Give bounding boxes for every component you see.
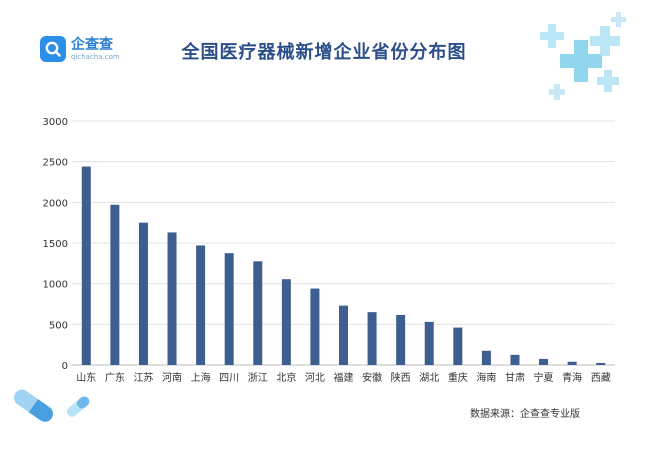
bar: [310, 288, 320, 365]
x-tick-label: 河北: [305, 372, 325, 384]
bar: [81, 166, 91, 365]
bar: [539, 358, 549, 365]
bar: [253, 261, 263, 365]
y-tick-label: 1500: [43, 239, 68, 250]
x-tick-label: 海南: [476, 371, 496, 384]
bar: [367, 312, 377, 365]
bar: [110, 204, 120, 365]
x-tick-label: 重庆: [448, 371, 468, 384]
x-tick-label: 甘肃: [505, 371, 525, 384]
bar: [196, 245, 206, 365]
y-tick-label: 2500: [43, 158, 68, 169]
bar: [453, 327, 463, 365]
bar: [138, 222, 148, 365]
brand-domain: qichacha.com: [71, 53, 120, 61]
bar: [339, 305, 348, 365]
bar: [167, 232, 177, 365]
y-tick-label: 0: [62, 361, 68, 372]
x-tick-label: 北京: [276, 371, 296, 384]
qichacha-logo-icon: [40, 36, 66, 62]
bar: [567, 361, 577, 365]
x-tick-label: 广东: [105, 371, 125, 384]
x-tick-label: 四川: [219, 373, 239, 384]
x-tick-label: 湖北: [419, 372, 439, 384]
brand-logo: 企查查 qichacha.com: [40, 36, 120, 62]
y-tick-label: 2000: [43, 198, 68, 209]
x-tick-label: 浙江: [248, 372, 268, 384]
x-tick-label: 青海: [562, 371, 582, 384]
x-tick-label: 陕西: [391, 371, 411, 384]
x-tick-label: 安徽: [362, 371, 382, 384]
x-tick-label: 宁夏: [534, 371, 554, 384]
x-tick-label: 上海: [191, 371, 211, 384]
bar: [481, 350, 491, 365]
bar: [281, 279, 291, 365]
x-tick-label: 西藏: [591, 372, 611, 384]
bar: [396, 314, 406, 365]
x-tick-label: 山东: [76, 371, 96, 384]
medical-cross-decoration-icon: [540, 12, 626, 100]
bar: [596, 362, 606, 365]
brand-name: 企查查: [71, 37, 113, 53]
x-tick-label: 河南: [162, 371, 182, 384]
data-source-note: 数据来源：企查查专业版: [470, 409, 580, 420]
y-tick-label: 1000: [43, 280, 68, 291]
y-tick-label: 500: [49, 320, 68, 331]
bar: [224, 253, 234, 365]
bar: [424, 321, 434, 365]
chart-title: 全国医疗器械新增企业省份分布图: [181, 42, 467, 63]
x-tick-label: 福建: [334, 371, 354, 384]
capsule-pill-decoration-icon: [13, 389, 90, 422]
x-tick-label: 江苏: [133, 371, 153, 384]
y-tick-label: 3000: [43, 117, 68, 128]
bar: [510, 354, 520, 365]
